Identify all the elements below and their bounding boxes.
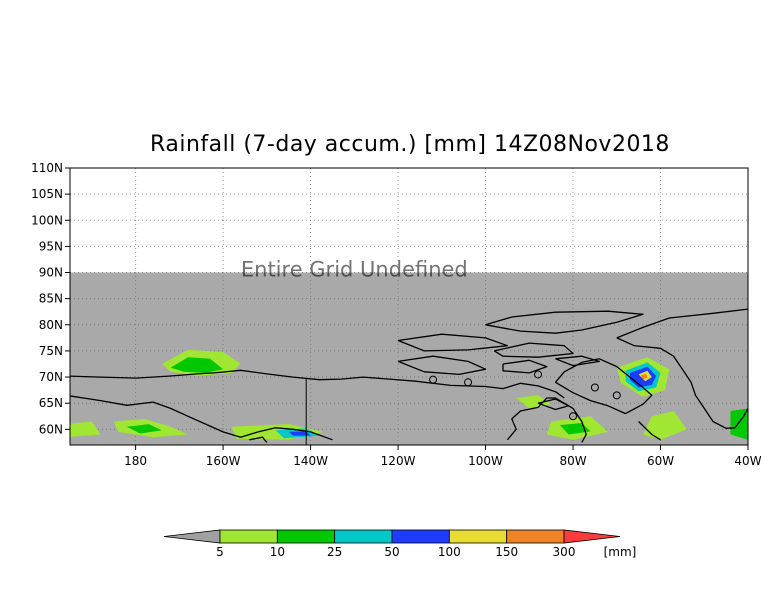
x-tick-label: 40W: [734, 454, 761, 468]
colorbar-label: 10: [270, 545, 285, 559]
x-tick-label: 80W: [559, 454, 586, 468]
colorbar-segment: [219, 529, 278, 544]
y-tick-label: 85N: [39, 292, 63, 306]
x-tick-label: 120W: [381, 454, 416, 468]
y-tick-label: 110N: [31, 161, 63, 175]
colorbar-unit: [mm]: [604, 545, 637, 559]
y-tick-label: 90N: [39, 266, 63, 280]
coastline: [537, 398, 570, 411]
rain-patch: [126, 424, 162, 434]
plot-area: Entire Grid Undefined: [70, 168, 748, 445]
coastline: [616, 337, 748, 429]
colorbar-segment: [506, 529, 565, 544]
colorbar: 5 10 25 50 100 150 300 [mm]: [163, 529, 637, 559]
rain-patch: [170, 357, 224, 373]
island: [429, 375, 438, 384]
coastline: [397, 333, 509, 352]
y-tick-label: 80N: [39, 318, 63, 332]
y-tick-label: 60N: [39, 422, 63, 436]
y-tick-label: 65N: [39, 396, 63, 410]
coastline: [554, 358, 653, 415]
y-tick-label: 75N: [39, 344, 63, 358]
plot-frame: [69, 167, 749, 446]
coastline: [70, 395, 333, 441]
colorbar-label: 300: [553, 545, 576, 559]
colorbar-segment: [334, 529, 393, 544]
colorbar-segment: [448, 529, 508, 544]
y-tick-label: 70N: [39, 370, 63, 384]
chart-title: Rainfall (7-day accum.) [mm] 14Z08Nov201…: [150, 132, 670, 157]
coastline: [638, 421, 661, 441]
overlay-text: Entire Grid Undefined: [241, 258, 468, 282]
coastline: [70, 369, 565, 399]
colorbar-label: 150: [495, 545, 518, 559]
colorbar-label: 5: [216, 545, 224, 559]
coastline: [502, 359, 548, 374]
coastline: [493, 342, 574, 358]
colorbar-label: 25: [327, 545, 342, 559]
rain-patch: [643, 411, 687, 440]
colorbar-segment: [276, 529, 336, 544]
x-tick-label: 160W: [206, 454, 241, 468]
x-tick-label: 140W: [293, 454, 328, 468]
x-tick-label: 100W: [468, 454, 503, 468]
y-tick-label: 95N: [39, 239, 63, 253]
colorbar-label: 100: [438, 545, 461, 559]
island: [590, 383, 599, 392]
coastline: [555, 355, 600, 367]
coastline: [249, 436, 268, 443]
coastline: [397, 355, 487, 376]
axes: 60N 65N 70N 75N 80N 85N 90N 95N 100N 105N 110N 180 1…: [31, 161, 762, 468]
island: [569, 412, 578, 421]
colorbar-low-arrow: [163, 529, 221, 544]
coastline: [485, 310, 644, 334]
rain-patch: [640, 373, 648, 380]
coastline: [506, 397, 587, 443]
x-tick-label: 180: [124, 454, 147, 468]
colorbar-label: 50: [384, 545, 399, 559]
colorbar-segment: [391, 529, 450, 544]
y-tick-label: 105N: [31, 187, 63, 201]
island: [534, 370, 543, 379]
rain-patch: [288, 431, 311, 436]
rain-patch: [70, 421, 101, 437]
x-tick-label: 60W: [647, 454, 674, 468]
coastline: [616, 308, 748, 339]
colorbar-high-arrow: [563, 529, 621, 544]
island: [612, 391, 621, 400]
y-tick-label: 100N: [31, 213, 63, 227]
island: [464, 378, 473, 387]
